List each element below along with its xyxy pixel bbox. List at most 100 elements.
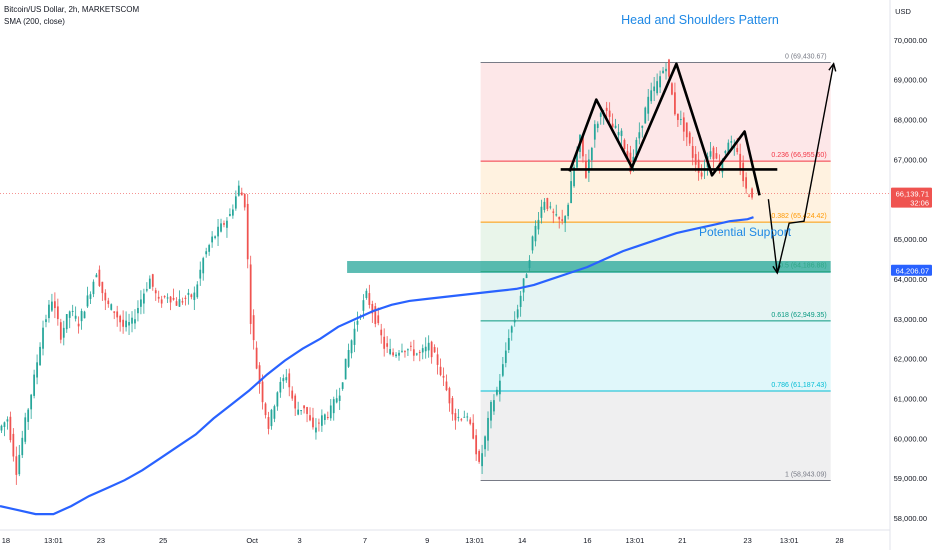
candle-body	[264, 403, 267, 416]
candle-body	[3, 422, 6, 427]
candle-body	[187, 292, 190, 295]
candle-body	[745, 177, 747, 189]
candle-body	[205, 251, 208, 255]
candle-body	[199, 269, 202, 279]
candle-body	[605, 107, 608, 111]
candle-body	[27, 409, 30, 422]
fib-band	[480, 391, 831, 481]
candle-body	[668, 59, 670, 77]
candle-body	[415, 353, 418, 355]
candle-body	[410, 345, 412, 347]
candle-body	[95, 274, 98, 278]
candle-body	[270, 409, 273, 427]
candle-body	[297, 409, 300, 415]
candle-body	[74, 315, 77, 319]
candle-body	[674, 92, 676, 115]
candle-body	[276, 392, 279, 407]
candle-body	[540, 206, 543, 218]
candle-body	[504, 350, 507, 363]
symbol-title: Bitcoin/US Dollar, 2h, MARKETSCOM	[4, 5, 140, 14]
candle-body	[614, 125, 617, 128]
candle-body	[54, 301, 56, 309]
x-tick-label: 23	[743, 536, 751, 545]
candle-body	[626, 151, 629, 159]
candle-body	[522, 278, 525, 293]
candle-body	[647, 96, 650, 114]
candle-body	[466, 416, 469, 418]
candle-body	[89, 294, 92, 299]
x-tick-label: 3	[298, 536, 302, 545]
candle-body	[727, 142, 730, 153]
support-arrow-head	[772, 265, 781, 275]
candle-body	[62, 327, 65, 338]
candle-body	[567, 204, 569, 217]
candle-body	[279, 381, 282, 393]
candle-body	[685, 122, 688, 138]
candle-body	[332, 399, 335, 414]
candle-body	[650, 90, 653, 102]
candle-body	[116, 311, 119, 318]
candle-body	[724, 150, 727, 154]
candle-body	[68, 311, 71, 318]
fib-band	[480, 320, 831, 392]
candle-body	[261, 381, 264, 403]
candle-body	[202, 258, 205, 274]
candle-body	[534, 225, 537, 242]
candle-body	[644, 107, 647, 124]
candle-body	[33, 374, 35, 396]
candle-body	[662, 70, 664, 74]
candle-body	[412, 349, 415, 356]
candle-body	[436, 354, 439, 365]
candle-body	[107, 300, 110, 305]
y-tick-label: 61,000.00	[894, 394, 927, 403]
candle-body	[246, 203, 249, 260]
indicator-title: SMA (200, close)	[4, 17, 65, 26]
head-shoulders-outline	[568, 62, 761, 196]
candle-body	[721, 159, 724, 173]
candle-body	[65, 314, 68, 330]
candle-body	[347, 349, 350, 367]
candle-body	[77, 323, 80, 327]
candle-body	[24, 417, 27, 442]
candle-body	[439, 366, 442, 375]
candle-body	[588, 159, 590, 173]
candle-body	[252, 315, 255, 341]
candle-body	[715, 153, 718, 159]
candle-body	[338, 395, 341, 401]
candle-body	[134, 319, 136, 324]
candle-body	[368, 293, 371, 305]
y-tick-label: 64,000.00	[894, 275, 927, 284]
candle-body	[593, 124, 596, 140]
y-tick-label: 70,000.00	[894, 36, 927, 45]
candle-body	[730, 141, 733, 143]
x-tick-label: 25	[159, 536, 167, 545]
y-tick-label: 62,000.00	[894, 355, 927, 364]
candle-body	[451, 398, 454, 415]
candle-body	[104, 292, 107, 301]
candle-body	[255, 347, 258, 369]
x-tick-label: 7	[363, 536, 367, 545]
candle-body	[353, 328, 356, 345]
candle-body	[175, 301, 178, 306]
x-tick-label: 13:01	[44, 536, 63, 545]
candle-body	[691, 145, 694, 158]
x-tick-label: 13:01	[625, 536, 644, 545]
candle-body	[86, 295, 89, 307]
candle-body	[748, 195, 750, 197]
fib-level-label: 0 (69,430.67)	[785, 54, 827, 61]
candle-body	[148, 278, 151, 289]
candle-body	[608, 110, 611, 117]
y-tick-label: 58,000.00	[894, 514, 927, 523]
candle-body	[510, 326, 513, 333]
candle-body	[356, 320, 359, 325]
candle-body	[620, 130, 623, 137]
candle-body	[478, 451, 480, 462]
candle-body	[383, 336, 386, 349]
x-tick-label: 14	[518, 536, 526, 545]
candle-body	[56, 306, 59, 320]
candle-body	[220, 223, 222, 232]
candle-body	[36, 362, 38, 378]
candle-body	[484, 436, 486, 450]
candle-body	[496, 389, 498, 395]
